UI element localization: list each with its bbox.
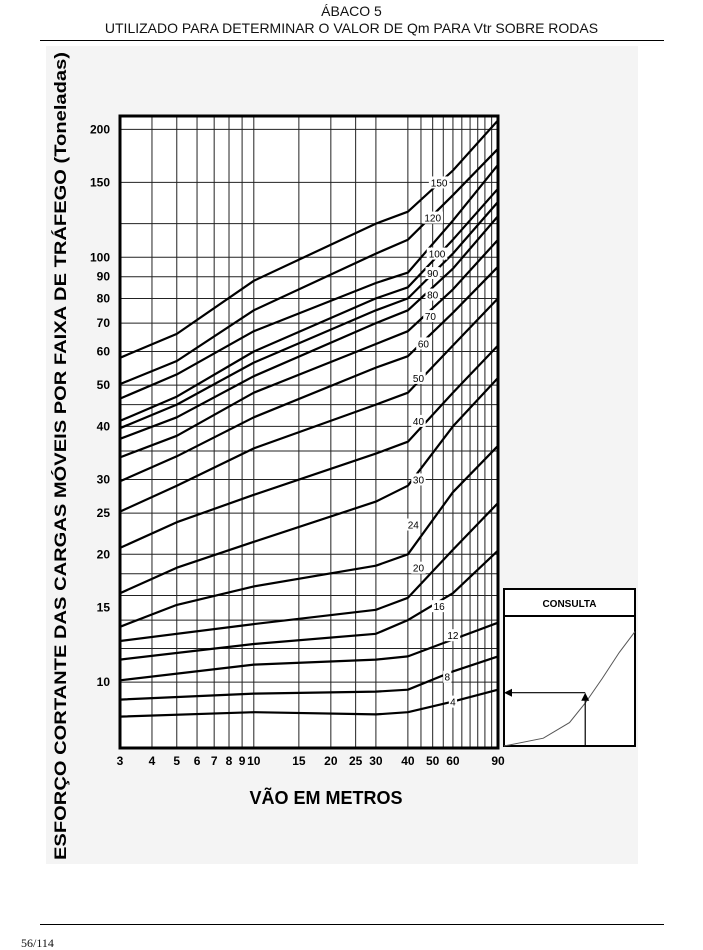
y-tick-label: 15 — [97, 600, 111, 614]
consulta-inset: CONSULTA — [503, 588, 636, 747]
series-line-24 — [119, 377, 499, 595]
series-line-70 — [119, 215, 499, 440]
plot-border — [118, 114, 500, 750]
plot-frame — [118, 114, 500, 750]
tick-labels: 3 4 5 6 7 8 9 10 15 20 25 30 40 50 60 90101520253040506… — [51, 52, 505, 860]
series-label-bg — [428, 176, 450, 189]
series-label-70: 70 — [425, 312, 437, 323]
series-label-bg — [422, 211, 443, 224]
series-label-24: 24 — [408, 521, 420, 532]
series-label-bg — [406, 518, 421, 531]
series-line-8 — [119, 655, 499, 701]
series-label-bg — [426, 247, 448, 260]
series-line-100 — [119, 164, 499, 400]
footer-rule — [40, 924, 664, 925]
y-tick-label: 10 — [97, 675, 111, 689]
y-axis-label: ESFORÇO CORTANTE DAS CARGAS MÓVEIS POR F… — [51, 52, 70, 860]
consulta-arrowhead-up — [581, 692, 590, 701]
series-line-4 — [119, 688, 499, 718]
series-label-30: 30 — [413, 475, 425, 486]
y-tick-label: 50 — [97, 378, 111, 392]
x-tick-label: 9 — [239, 754, 246, 768]
y-tick-label: 40 — [97, 419, 111, 433]
series-line-16 — [119, 502, 499, 643]
series-label-12: 12 — [447, 631, 459, 642]
series-label-bg — [411, 561, 426, 574]
series-lines: 4 8 12 16 20 24 30 40 50 60 70 80 90 100 120 150 — [119, 119, 499, 718]
title-underline — [40, 40, 664, 41]
series-line-60 — [119, 238, 499, 459]
series-line-40 — [119, 297, 499, 513]
series-label-20: 20 — [413, 564, 425, 575]
page-number: 56/114 — [21, 936, 54, 950]
series-label-50: 50 — [413, 374, 425, 385]
x-tick-label: 10 — [247, 754, 261, 768]
series-label-100: 100 — [429, 250, 446, 261]
series-label-150: 150 — [431, 178, 448, 189]
x-tick-label: 15 — [292, 754, 306, 768]
consulta-box — [503, 615, 636, 747]
x-tick-label: 7 — [211, 754, 218, 768]
series-label-bg — [425, 267, 440, 280]
series-label-40: 40 — [413, 417, 425, 428]
series-label-bg — [423, 310, 438, 323]
series-line-12 — [119, 621, 499, 682]
series-label-120: 120 — [424, 214, 441, 225]
x-tick-label: 8 — [226, 754, 233, 768]
document-subtitle: UTILIZADO PARA DETERMINAR O VALOR DE Qm … — [104, 20, 599, 36]
consulta-title: CONSULTA — [542, 599, 596, 610]
x-tick-label: 40 — [401, 754, 415, 768]
y-tick-label: 90 — [97, 270, 111, 284]
x-tick-label: 90 — [491, 754, 505, 768]
y-tick-label: 150 — [90, 175, 110, 189]
series-line-unlabeled-3 — [119, 549, 499, 661]
consulta-arrowhead-left — [504, 688, 512, 697]
x-tick-label: 25 — [349, 754, 363, 768]
series-line-90 — [119, 187, 499, 422]
x-tick-label: 30 — [369, 754, 383, 768]
y-tick-label: 20 — [97, 547, 111, 561]
series-line-150 — [119, 119, 499, 359]
series-label-bg — [425, 288, 440, 301]
series-label-bg — [411, 414, 426, 427]
series-label-60: 60 — [418, 339, 430, 350]
y-tick-label: 100 — [90, 250, 110, 264]
y-tick-label: 80 — [97, 291, 111, 305]
x-tick-label: 20 — [324, 754, 338, 768]
y-tick-label: 200 — [90, 122, 110, 136]
series-label-4: 4 — [450, 698, 456, 709]
series-label-bg — [445, 629, 461, 642]
x-tick-label: 5 — [173, 754, 180, 768]
y-tick-label: 60 — [97, 345, 111, 359]
x-tick-label: 4 — [149, 754, 156, 768]
y-tick-label: 25 — [97, 506, 111, 520]
series-label-bg — [411, 371, 426, 384]
series-label-16: 16 — [434, 602, 446, 613]
series-line-120 — [119, 148, 499, 386]
series-label-8: 8 — [444, 673, 450, 684]
x-axis-label: VÃO EM METROS — [249, 787, 402, 808]
x-tick-label: 50 — [426, 754, 440, 768]
series-label-bg — [411, 473, 426, 486]
x-tick-label: 3 — [117, 754, 124, 768]
series-line-50 — [119, 265, 499, 483]
series-line-80 — [119, 201, 499, 430]
series-label-bg — [416, 337, 431, 350]
y-tick-label: 30 — [97, 472, 111, 486]
series-label-bg — [431, 600, 447, 613]
document-title: ÁBACO 5 — [321, 3, 382, 19]
series-line-20 — [119, 445, 499, 628]
x-tick-label: 60 — [446, 754, 460, 768]
series-label-80: 80 — [427, 291, 439, 302]
series-label-bg — [443, 670, 452, 683]
x-tick-label: 6 — [194, 754, 201, 768]
series-label-90: 90 — [427, 269, 439, 280]
series-label-bg — [448, 695, 458, 708]
y-tick-label: 70 — [97, 316, 111, 330]
series-line-30 — [119, 344, 499, 549]
